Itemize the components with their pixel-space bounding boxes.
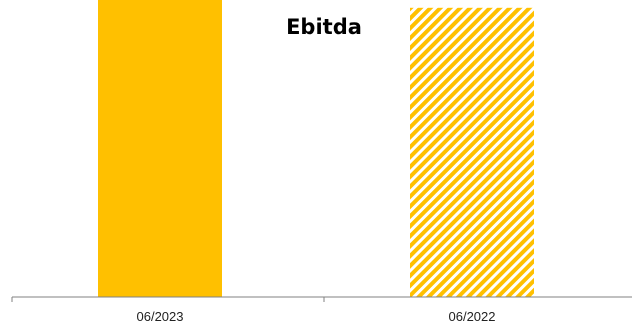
bar-06-2023 [98, 0, 222, 298]
labels-group: 21.21606/202319.70506/2022 [137, 309, 496, 321]
chart-title: Ebitda [286, 15, 362, 39]
bar-06-2022 [410, 7, 534, 298]
x-tick-label: 06/2022 [449, 309, 496, 321]
bars-group [98, 0, 534, 298]
x-tick-label: 06/2023 [137, 309, 184, 321]
